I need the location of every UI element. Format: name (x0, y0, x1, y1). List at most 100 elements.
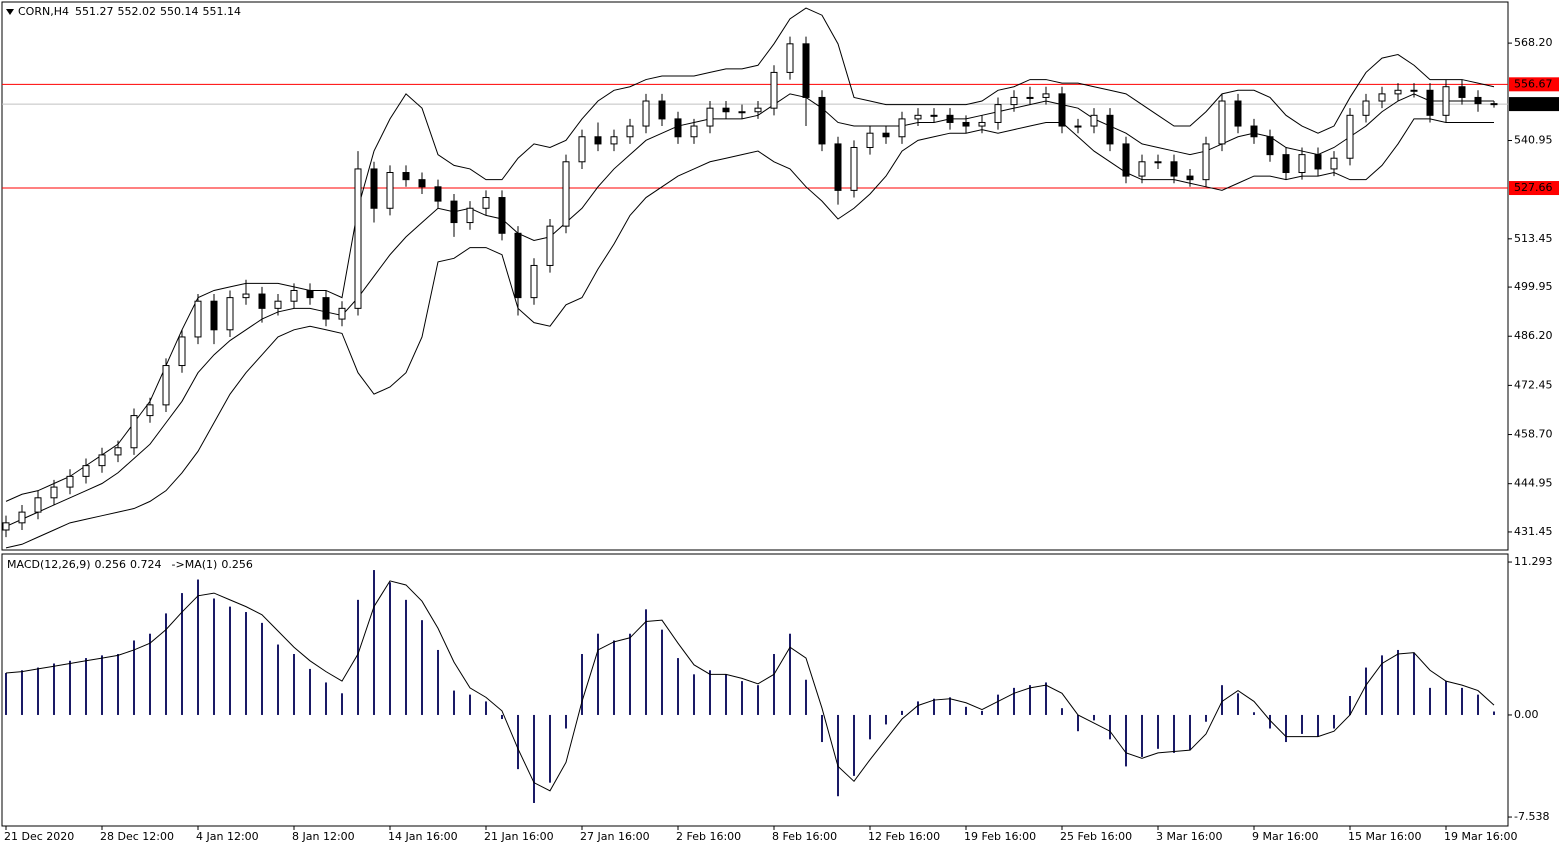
macd-bar (1253, 712, 1255, 715)
candle-body (930, 114, 938, 117)
macd-bar (885, 714, 887, 725)
candle-body (1378, 93, 1386, 102)
menu-arrow[interactable] (6, 9, 14, 15)
macd-bar (85, 658, 87, 715)
candle-body (642, 100, 650, 127)
macd-bar (325, 682, 327, 715)
macd-bar (917, 701, 919, 715)
macd-bar (981, 710, 983, 715)
candle-body (1090, 114, 1098, 127)
macd-title: MACD(12,26,9) (7, 558, 91, 571)
candle-body (1154, 161, 1162, 164)
candle-body (802, 43, 810, 98)
macd-bar (1461, 687, 1463, 715)
candle-body (1186, 175, 1194, 181)
y-tick-label: 0.00 (1514, 708, 1539, 721)
x-tick-label: 21 Dec 2020 (4, 830, 74, 843)
macd-bar (1189, 714, 1191, 751)
y-tick-label: 444.95 (1514, 477, 1553, 490)
macd-bar (597, 633, 599, 715)
x-tick-label: 8 Feb 16:00 (772, 830, 837, 843)
macd-bar (1013, 687, 1015, 715)
candle-body (850, 146, 858, 191)
macd-panel (1, 553, 1509, 827)
low-value: 550.14 (160, 5, 199, 18)
ma-value: 0.256 (221, 558, 253, 571)
macd-bar (1029, 685, 1031, 715)
candle-body (322, 297, 330, 320)
macd-bar (437, 649, 439, 715)
macd-bar (933, 698, 935, 715)
candle-body (834, 143, 842, 191)
macd-bar (789, 633, 791, 715)
candle-body (1330, 157, 1338, 170)
macd-bar (773, 654, 775, 715)
macd-bar (261, 622, 263, 715)
candle-body (1026, 96, 1034, 99)
candle-body (450, 200, 458, 224)
macd-bar (949, 697, 951, 715)
candle-body (98, 454, 106, 467)
candle-body (770, 71, 778, 109)
band-middle (5, 93, 1494, 527)
level-label: 556.67 (1514, 77, 1553, 90)
candle-body (258, 293, 266, 309)
candle-body (306, 289, 314, 299)
y-tick-label: 568.20 (1514, 36, 1553, 49)
level-label: 527.66 (1514, 181, 1553, 194)
candle-body (578, 136, 586, 163)
macd-bar (1141, 714, 1143, 757)
macd-bar (1365, 667, 1367, 715)
x-tick-label: 28 Dec 12:00 (100, 830, 174, 843)
candle-body (50, 486, 58, 499)
macd-bar (229, 606, 231, 715)
macd-bar (549, 714, 551, 783)
macd-bar (213, 598, 215, 715)
x-tick-label: 25 Feb 16:00 (1060, 830, 1132, 843)
macd-bar (1157, 714, 1159, 749)
macd-bar (165, 613, 167, 715)
candle-body (530, 264, 538, 299)
signal-value: 0.724 (130, 558, 162, 571)
candle-body (1394, 89, 1402, 95)
candle-body (1346, 114, 1354, 159)
x-tick-label: 3 Mar 16:00 (1156, 830, 1222, 843)
macd-bar (869, 714, 871, 740)
macd-bar (1205, 714, 1207, 722)
candle-body (338, 307, 346, 320)
macd-bar (741, 681, 743, 715)
candle-body (226, 297, 234, 331)
candle-body (626, 125, 634, 138)
macd-bar (5, 672, 7, 715)
ma-label: ->MA(1) (172, 558, 218, 571)
macd-bar (421, 620, 423, 715)
macd-bar (709, 670, 711, 715)
macd-bar (1109, 714, 1111, 740)
macd-bar (677, 658, 679, 715)
candle-body (1122, 143, 1130, 177)
candle-body (82, 465, 90, 477)
macd-bar (1381, 655, 1383, 715)
macd-bar (293, 654, 295, 715)
macd-bar (197, 579, 199, 715)
level-label-box (1509, 77, 1559, 92)
candle-body (866, 132, 874, 148)
candle-body (1362, 100, 1370, 116)
macd-value: 0.256 (95, 558, 127, 571)
macd-bar (405, 599, 407, 715)
candle-body (1202, 143, 1210, 181)
level-label-box (1509, 181, 1559, 196)
macd-bar (725, 674, 727, 715)
macd-bar (1093, 714, 1095, 721)
candle-body (1042, 93, 1050, 98)
candle-body (466, 207, 474, 224)
band-lower (5, 118, 1494, 549)
macd-bar (565, 714, 567, 729)
candle-body (386, 172, 394, 209)
macd-bar (821, 714, 823, 743)
candle-body (1410, 89, 1418, 92)
macd-bar (693, 674, 695, 715)
candle-body (1426, 89, 1434, 116)
macd-bar (21, 670, 23, 715)
